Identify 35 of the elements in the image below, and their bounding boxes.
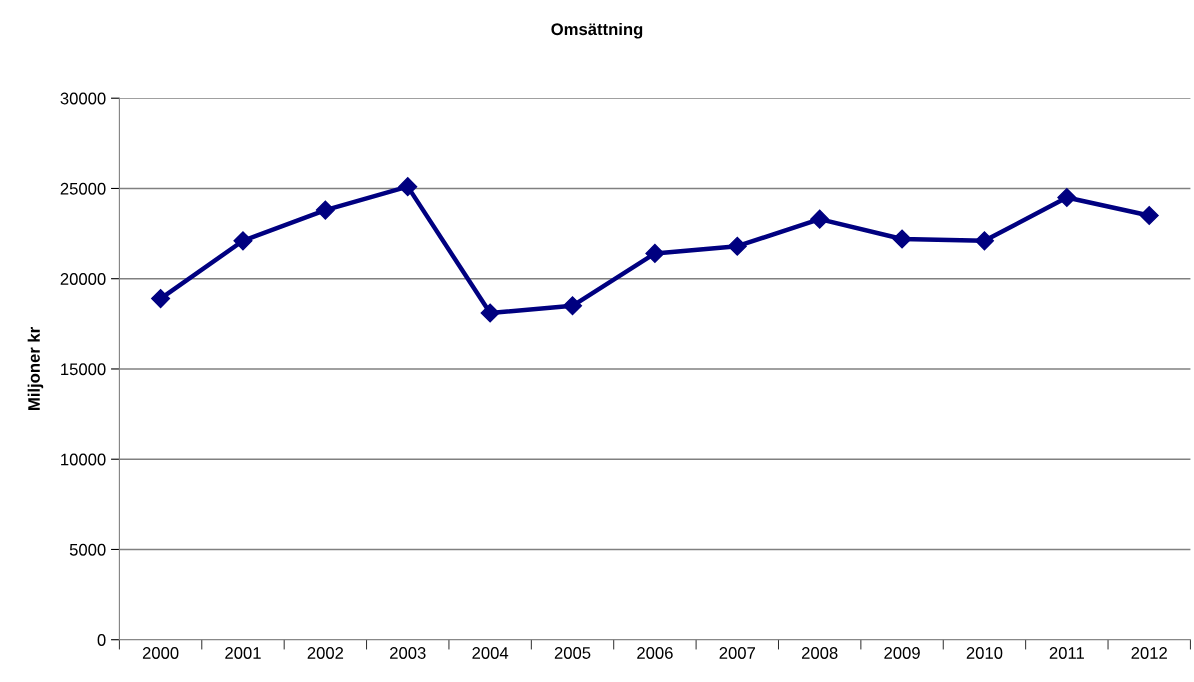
point bbox=[810, 209, 830, 229]
point bbox=[1139, 206, 1159, 226]
x-tick-label: 2007 bbox=[719, 647, 755, 659]
y-tick-label: 10000 bbox=[61, 453, 106, 466]
point bbox=[480, 303, 500, 323]
x-tick-label: 2002 bbox=[307, 647, 344, 659]
x-tick-label: 2011 bbox=[1049, 647, 1084, 659]
x-tick-label: 2006 bbox=[637, 647, 673, 659]
point bbox=[315, 200, 335, 220]
y-tick-label: 25000 bbox=[60, 182, 106, 195]
point bbox=[727, 236, 747, 256]
x-tick-label: 2009 bbox=[884, 647, 920, 659]
x-tick-label: 2010 bbox=[966, 647, 1003, 659]
y-tick-label: 30000 bbox=[60, 92, 106, 105]
x-tick-label: 2008 bbox=[801, 647, 838, 659]
point bbox=[398, 177, 418, 197]
x-tick-label: 2000 bbox=[142, 647, 179, 659]
x-tick-label: 2005 bbox=[554, 647, 591, 659]
y-tick-label: 5000 bbox=[69, 543, 106, 556]
point bbox=[645, 243, 665, 263]
y-tick-label: 0 bbox=[97, 634, 106, 646]
y-tick-label: 15000 bbox=[61, 363, 106, 376]
x-tick-label: 2001 bbox=[225, 647, 261, 659]
point bbox=[233, 231, 253, 251]
point bbox=[1057, 187, 1077, 208]
point bbox=[892, 229, 912, 249]
x-tick-label: 2004 bbox=[472, 647, 509, 659]
point bbox=[151, 289, 171, 309]
x-tick-label: 2003 bbox=[390, 647, 426, 659]
point bbox=[974, 231, 994, 251]
x-tick-label: 2012 bbox=[1131, 647, 1167, 659]
y-tick-label: 20000 bbox=[60, 273, 106, 285]
y-axis-title: Miljoner kr bbox=[27, 327, 44, 410]
point bbox=[562, 296, 583, 316]
chart-title: Omsättning bbox=[551, 22, 643, 39]
